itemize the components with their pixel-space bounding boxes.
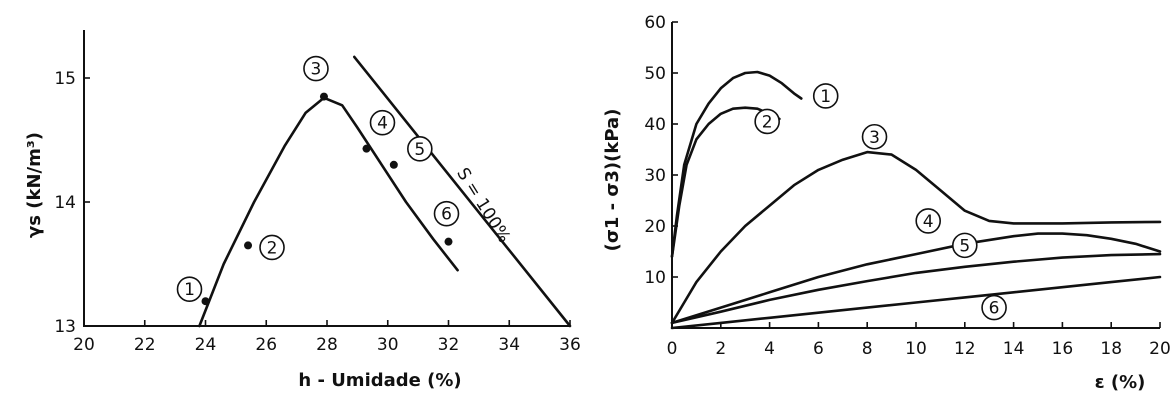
point-label-2-circle: [259, 234, 285, 261]
series-line-1: [670, 70, 803, 258]
point-label-6-circle: [433, 200, 460, 227]
series-line-6: [670, 275, 1162, 330]
x-tick-label: 2: [715, 339, 726, 359]
series-label-1: 1: [820, 87, 831, 107]
point-label-1-circle: [176, 276, 203, 303]
x-axis-label: h - Umidade (%): [298, 370, 461, 391]
x-tick-label: 18: [1100, 339, 1122, 359]
point-label-3-circle: [303, 55, 329, 82]
saturation-line: [353, 55, 572, 328]
y-axis-label: γs (kN/m³): [24, 132, 45, 238]
y-tick-label: 40: [644, 115, 666, 135]
point-label-3: 3: [311, 60, 322, 80]
data-point-3: [319, 92, 328, 101]
x-axis-label: ε (%): [1095, 372, 1146, 393]
series-label-2-circle: [754, 108, 780, 135]
point-label-5-circle: [407, 136, 433, 162]
x-tick-label: 16: [1052, 339, 1074, 359]
data-point-2: [244, 241, 253, 250]
series-label-4-circle: [915, 208, 942, 234]
series-label-4: 4: [923, 212, 934, 232]
y-tick-label: 13: [54, 317, 76, 337]
point-label-4-circle: [369, 109, 396, 136]
x-tick-label: 32: [438, 335, 460, 355]
x-tick-label: 36: [559, 335, 581, 355]
x-tick-label: 12: [954, 339, 976, 359]
saturation-label: S = 100%: [452, 164, 514, 246]
series-label-1-circle: [812, 83, 839, 109]
x-tick-label: 8: [862, 339, 873, 359]
y-tick-label: 15: [54, 69, 76, 89]
y-tick-label: 50: [644, 64, 666, 84]
x-tick-label: 20: [1149, 339, 1171, 359]
compaction-curve: [198, 96, 459, 328]
point-label-2: 2: [267, 238, 278, 258]
x-tick-label: 14: [1003, 339, 1025, 359]
point-label-6: 6: [441, 205, 452, 225]
series-label-6: 6: [989, 299, 1000, 319]
series-label-2: 2: [762, 112, 773, 132]
point-label-5: 5: [414, 140, 425, 160]
x-tick-label: 30: [377, 335, 399, 355]
right-axes: [671, 22, 1160, 329]
x-tick-label: 24: [195, 335, 217, 355]
y-tick-label: 10: [644, 268, 666, 288]
data-point-5: [389, 160, 398, 169]
x-tick-label: 22: [134, 335, 156, 355]
series-label-5: 5: [959, 236, 970, 256]
series-line-3: [670, 150, 1162, 325]
series-label-3-circle: [861, 123, 888, 150]
x-tick-label: 20: [73, 335, 95, 355]
x-tick-label: 34: [498, 335, 520, 355]
series-label-6-circle: [981, 294, 1007, 321]
data-point-1: [201, 297, 210, 306]
y-tick-label: 20: [644, 217, 666, 237]
y-axis-label: (σ1 - σ3)(kPa): [602, 109, 623, 252]
data-point-4: [362, 144, 371, 153]
data-point-6: [444, 237, 453, 246]
x-tick-label: 28: [316, 335, 338, 355]
y-tick-label: 60: [644, 13, 666, 33]
series-line-4: [670, 232, 1162, 325]
series-label-3: 3: [869, 128, 880, 148]
point-label-1: 1: [184, 280, 195, 300]
x-tick-label: 0: [667, 339, 678, 359]
series-line-5: [670, 252, 1162, 325]
series-label-5-circle: [951, 232, 978, 259]
x-tick-label: 10: [905, 339, 927, 359]
point-label-4: 4: [377, 114, 388, 134]
x-tick-label: 6: [813, 339, 824, 359]
x-tick-label: 26: [255, 335, 277, 355]
y-tick-label: 30: [644, 166, 666, 186]
y-tick-label: 14: [54, 193, 76, 213]
x-tick-label: 4: [764, 339, 775, 359]
